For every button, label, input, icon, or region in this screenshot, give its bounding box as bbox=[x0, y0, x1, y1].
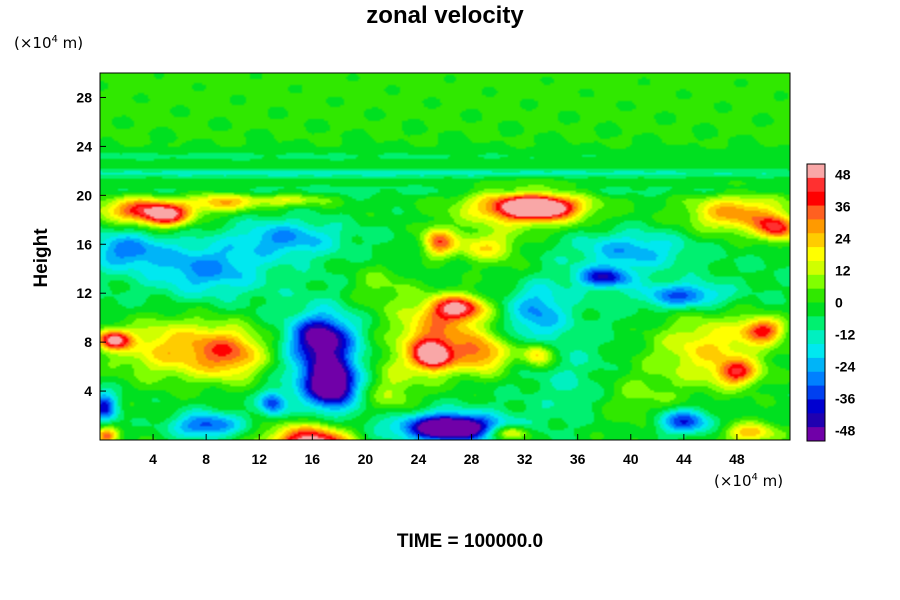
y-tick-label: 16 bbox=[76, 236, 92, 252]
x-tick-label: 8 bbox=[202, 451, 210, 467]
colorbar-tick-label: 48 bbox=[835, 167, 851, 183]
y-tick-label: 24 bbox=[76, 138, 92, 154]
colorbar-tick-label: -24 bbox=[835, 358, 855, 374]
colorbar-frame bbox=[806, 163, 826, 442]
colorbar-band bbox=[807, 177, 825, 193]
colorbar-band bbox=[807, 330, 825, 345]
x-tick-label: 24 bbox=[411, 451, 427, 467]
colorbar-band bbox=[807, 385, 825, 400]
colorbar-band bbox=[807, 357, 825, 373]
x-axis-unit: (×104 m) bbox=[714, 472, 783, 490]
y-unit-exponent: 4 bbox=[51, 34, 58, 45]
colorbar-tick-label: 0 bbox=[835, 295, 843, 311]
colorbar-band bbox=[807, 205, 825, 220]
time-label: TIME = 100000.0 bbox=[396, 531, 544, 552]
colorbar-tick-label: -12 bbox=[835, 326, 855, 342]
x-tick-label: 32 bbox=[517, 451, 533, 467]
x-unit-exponent: 4 bbox=[751, 472, 758, 483]
chart-title: zonal velocity bbox=[366, 2, 524, 29]
y-tick-label: 12 bbox=[76, 285, 92, 301]
x-unit-suffix: m) bbox=[757, 472, 784, 490]
colorbar-band bbox=[807, 274, 825, 290]
x-unit-prefix: (×10 bbox=[714, 472, 752, 490]
x-tick-label: 36 bbox=[570, 451, 586, 467]
colorbar-band bbox=[807, 288, 825, 303]
colorbar-band bbox=[807, 219, 825, 234]
colorbar-band bbox=[807, 399, 825, 414]
colorbar-band bbox=[807, 164, 825, 179]
colorbar-band bbox=[807, 302, 825, 317]
y-tick-label: 20 bbox=[76, 187, 92, 203]
colorbar-band bbox=[807, 316, 825, 331]
colorbar-band bbox=[807, 413, 825, 428]
x-tick-label: 4 bbox=[149, 451, 157, 467]
colorbar-band bbox=[807, 427, 825, 442]
x-tick-label: 16 bbox=[305, 451, 321, 467]
y-unit-suffix: m) bbox=[57, 34, 84, 52]
colorbar-band bbox=[807, 233, 825, 248]
x-tick-label: 40 bbox=[623, 451, 639, 467]
colorbar-tick-label: -36 bbox=[835, 390, 855, 406]
x-axis-ticks: 4 8 12 16 20 24 28 32 36 40 44 48 bbox=[149, 434, 745, 467]
y-axis-ticks: 4 8 12 16 20 24 28 bbox=[76, 89, 106, 399]
y-tick-label: 28 bbox=[76, 89, 92, 105]
colorbar-band bbox=[807, 344, 825, 359]
y-unit-prefix: (×10 bbox=[14, 34, 52, 52]
colorbar-tick-label: 36 bbox=[835, 199, 851, 215]
colorbar-tick-label: -48 bbox=[835, 422, 855, 438]
x-tick-label: 28 bbox=[464, 451, 480, 467]
y-tick-label: 8 bbox=[84, 334, 92, 350]
colorbar-band bbox=[807, 260, 825, 276]
colorbar-band bbox=[807, 191, 825, 207]
x-tick-label: 12 bbox=[251, 451, 267, 467]
colorbar-band bbox=[807, 371, 825, 387]
colorbar-tick-label: 12 bbox=[835, 263, 851, 279]
colorbar-band bbox=[807, 247, 825, 262]
x-tick-label: 44 bbox=[676, 451, 692, 467]
plot-frame bbox=[99, 72, 791, 441]
x-tick-label: 48 bbox=[729, 451, 745, 467]
colorbar-tick-label: 24 bbox=[835, 231, 851, 247]
x-tick-label: 20 bbox=[358, 451, 374, 467]
y-axis-unit: (×104 m) bbox=[14, 34, 83, 52]
colorbar: 48 36 24 12 0 -12 -24 -36 -48 bbox=[806, 163, 855, 442]
velocity-field bbox=[100, 73, 790, 440]
y-tick-label: 4 bbox=[84, 383, 92, 399]
